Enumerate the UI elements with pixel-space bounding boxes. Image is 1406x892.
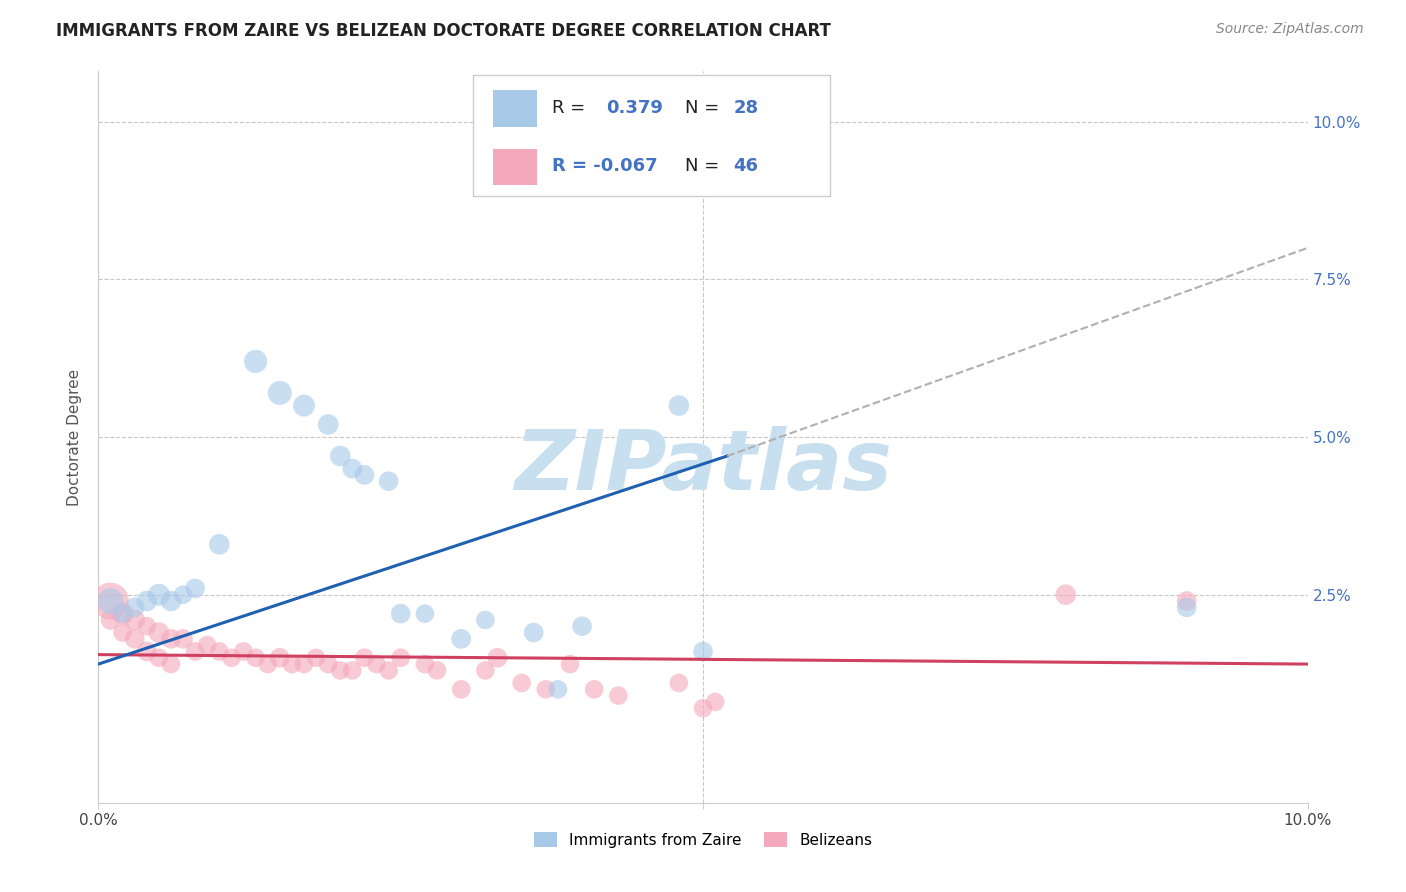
Point <box>316 417 339 432</box>
Point <box>329 449 352 463</box>
Point <box>124 613 146 627</box>
Point <box>389 650 412 665</box>
Point <box>316 657 339 671</box>
Point <box>184 582 207 596</box>
Point <box>1175 600 1198 615</box>
Point <box>474 664 496 678</box>
Point <box>583 682 606 697</box>
Point <box>208 537 231 551</box>
Point <box>245 650 267 665</box>
Point <box>160 632 183 646</box>
Y-axis label: Doctorate Degree: Doctorate Degree <box>67 368 83 506</box>
Text: R =: R = <box>551 99 591 117</box>
Point <box>450 632 472 646</box>
Point <box>426 664 449 678</box>
FancyBboxPatch shape <box>492 90 537 127</box>
Text: IMMIGRANTS FROM ZAIRE VS BELIZEAN DOCTORATE DEGREE CORRELATION CHART: IMMIGRANTS FROM ZAIRE VS BELIZEAN DOCTOR… <box>56 22 831 40</box>
Text: 28: 28 <box>734 99 758 117</box>
Point <box>281 657 304 671</box>
Point <box>607 689 630 703</box>
Point <box>135 619 157 633</box>
Point <box>232 644 254 658</box>
Point <box>450 682 472 697</box>
Point <box>692 644 714 658</box>
FancyBboxPatch shape <box>474 75 830 195</box>
Point <box>100 594 122 608</box>
Point <box>353 650 375 665</box>
Point <box>1175 594 1198 608</box>
Legend: Immigrants from Zaire, Belizeans: Immigrants from Zaire, Belizeans <box>527 825 879 854</box>
Point <box>413 657 436 671</box>
Point <box>668 399 690 413</box>
Point <box>305 650 328 665</box>
Point <box>135 594 157 608</box>
Point <box>692 701 714 715</box>
Point <box>510 676 533 690</box>
Point <box>135 644 157 658</box>
Point <box>366 657 388 671</box>
Point <box>523 625 546 640</box>
Text: N =: N = <box>685 158 725 176</box>
Point <box>329 664 352 678</box>
Point <box>160 594 183 608</box>
Point <box>1054 588 1077 602</box>
Point <box>704 695 727 709</box>
Point <box>111 625 134 640</box>
Point <box>208 644 231 658</box>
Point <box>100 613 122 627</box>
Point <box>148 625 170 640</box>
Point <box>353 467 375 482</box>
Point <box>752 165 775 179</box>
Point <box>668 676 690 690</box>
Point <box>377 664 399 678</box>
Point <box>148 650 170 665</box>
Point <box>486 650 509 665</box>
Point <box>124 600 146 615</box>
Text: Source: ZipAtlas.com: Source: ZipAtlas.com <box>1216 22 1364 37</box>
Point <box>172 588 194 602</box>
Point <box>413 607 436 621</box>
Point <box>160 657 183 671</box>
Point <box>547 682 569 697</box>
Point <box>256 657 278 671</box>
Point <box>124 632 146 646</box>
Point <box>184 644 207 658</box>
Text: N =: N = <box>685 99 725 117</box>
Point <box>474 613 496 627</box>
Point <box>571 619 593 633</box>
Point <box>377 474 399 488</box>
Point <box>558 657 581 671</box>
FancyBboxPatch shape <box>492 149 537 186</box>
Point <box>292 657 315 671</box>
Point <box>111 607 134 621</box>
Point <box>148 588 170 602</box>
Point <box>100 594 122 608</box>
Text: ZIPatlas: ZIPatlas <box>515 425 891 507</box>
Text: 0.379: 0.379 <box>606 99 664 117</box>
Point <box>269 650 291 665</box>
Point <box>221 650 243 665</box>
Point <box>172 632 194 646</box>
Point <box>195 638 218 652</box>
Point <box>534 682 557 697</box>
Point <box>292 399 315 413</box>
Text: 46: 46 <box>734 158 758 176</box>
Point <box>269 386 291 401</box>
Point <box>342 461 364 475</box>
Point <box>389 607 412 621</box>
Text: R = -0.067: R = -0.067 <box>551 158 658 176</box>
Point <box>111 607 134 621</box>
Point <box>245 354 267 368</box>
Point <box>342 664 364 678</box>
